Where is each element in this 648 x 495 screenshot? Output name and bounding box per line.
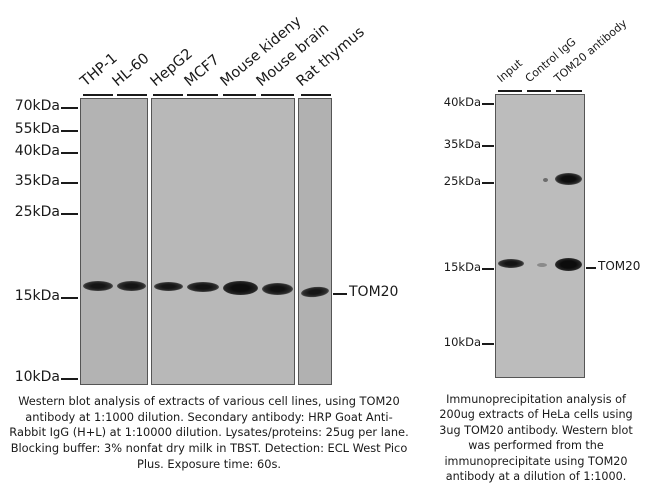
lane-line [223, 94, 256, 96]
mw-marker-70: 70kDa [14, 98, 60, 114]
lane-line [153, 94, 183, 96]
mw-marker-35: 35kDa [14, 173, 60, 189]
band [187, 282, 219, 292]
ip-mw-marker-40: 40kDa [443, 95, 481, 109]
lane-line [187, 94, 218, 96]
lane-line [83, 94, 113, 96]
blot-panel [80, 98, 148, 385]
band [537, 263, 547, 267]
band [555, 173, 582, 185]
mw-tick [61, 182, 78, 184]
target-label: TOM20 [349, 284, 399, 300]
mw-marker-55: 55kDa [14, 121, 60, 137]
lane-line [117, 94, 147, 96]
ip-blot-panel [495, 94, 585, 378]
right-caption: Immunoprecipitation analysis of 200ug ex… [439, 393, 633, 484]
mw-tick [482, 145, 494, 147]
mw-tick [61, 152, 78, 154]
lane-line [261, 94, 294, 96]
lane-label-input: Input [494, 56, 525, 85]
mw-tick [61, 107, 78, 109]
band [543, 178, 548, 182]
blot-panel [298, 98, 332, 385]
blot-panel [151, 98, 295, 385]
mw-tick [61, 213, 78, 215]
left-caption: Western blot analysis of extracts of var… [9, 394, 409, 471]
ip-mw-marker-35: 35kDa [443, 137, 481, 151]
mw-tick [61, 378, 78, 380]
band [117, 281, 146, 291]
band [83, 281, 113, 291]
ip-target-label: TOM20 [598, 259, 641, 273]
ip-mw-marker-15: 15kDa [443, 260, 481, 274]
lane-line [301, 94, 331, 96]
ip-mw-marker-10: 10kDa [443, 335, 481, 349]
band [498, 259, 524, 268]
mw-tick [61, 130, 78, 132]
band [223, 281, 258, 295]
mw-tick [482, 268, 494, 270]
mw-tick [61, 297, 78, 299]
target-tick [333, 293, 347, 295]
band [154, 282, 183, 291]
mw-marker-40: 40kDa [14, 143, 60, 159]
target-tick [586, 267, 596, 269]
ip-mw-marker-25: 25kDa [443, 174, 481, 188]
mw-marker-10: 10kDa [14, 369, 60, 385]
mw-marker-15: 15kDa [14, 288, 60, 304]
lane-line [556, 90, 582, 92]
band [555, 258, 582, 271]
mw-tick [482, 103, 494, 105]
band [262, 283, 293, 295]
lane-line [527, 90, 551, 92]
mw-tick [482, 343, 494, 345]
lane-line [498, 90, 522, 92]
mw-tick [482, 182, 494, 184]
mw-marker-25: 25kDa [14, 204, 60, 220]
